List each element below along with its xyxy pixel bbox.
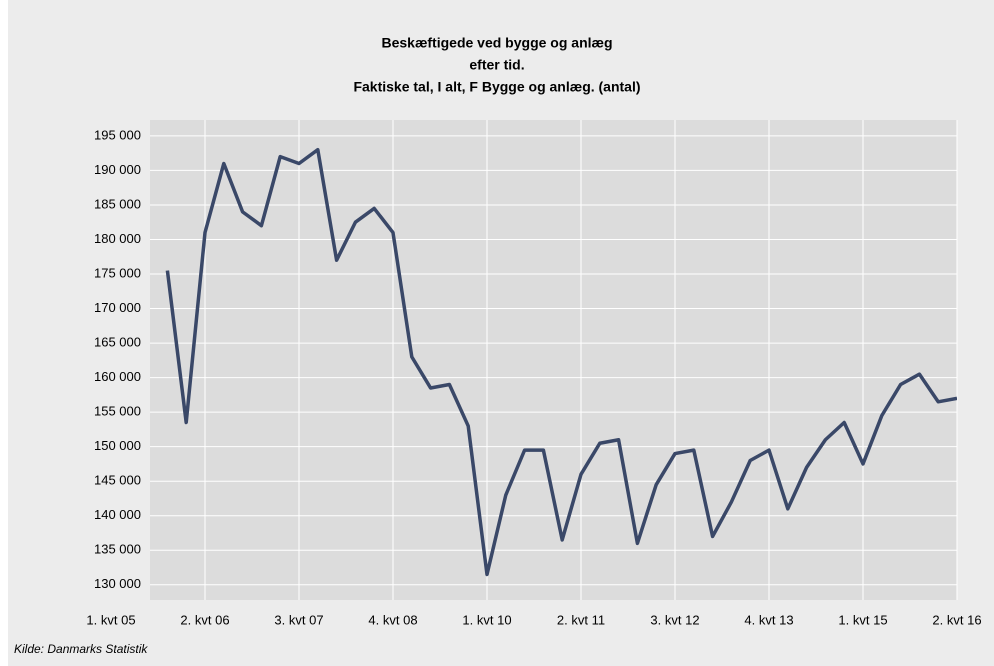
y-tick-label: 195 000 [94, 127, 141, 142]
y-tick-label: 180 000 [94, 231, 141, 246]
y-tick-label: 145 000 [94, 473, 141, 488]
x-tick-label: 3. kvt 12 [650, 612, 699, 627]
source-note: Kilde: Danmarks Statistik [14, 642, 148, 656]
y-tick-label: 175 000 [94, 265, 141, 280]
y-tick-label: 190 000 [94, 162, 141, 177]
y-tick-label: 150 000 [94, 438, 141, 453]
chart-title: Faktiske tal, I alt, F Bygge og anlæg. (… [353, 79, 640, 95]
y-tick-label: 160 000 [94, 369, 141, 384]
plot-area [150, 120, 957, 600]
x-tick-label: 1. kvt 15 [838, 612, 887, 627]
y-tick-label: 165 000 [94, 335, 141, 350]
y-tick-label: 135 000 [94, 542, 141, 557]
x-tick-label: 2. kvt 16 [932, 612, 981, 627]
x-tick-label: 4. kvt 13 [744, 612, 793, 627]
chart-title: Beskæftigede ved bygge og anlæg [381, 35, 612, 51]
y-tick-label: 170 000 [94, 300, 141, 315]
y-tick-label: 185 000 [94, 196, 141, 211]
x-tick-label: 2. kvt 06 [180, 612, 229, 627]
x-tick-label: 3. kvt 07 [274, 612, 323, 627]
y-tick-label: 155 000 [94, 404, 141, 419]
x-tick-label: 1. kvt 10 [462, 612, 511, 627]
x-tick-label: 4. kvt 08 [368, 612, 417, 627]
x-tick-label: 1. kvt 05 [86, 612, 135, 627]
y-tick-label: 140 000 [94, 507, 141, 522]
chart-title: efter tid. [469, 57, 524, 73]
data-line [165, 147, 957, 577]
y-tick-label: 130 000 [94, 576, 141, 591]
x-tick-label: 2. kvt 11 [557, 612, 605, 627]
